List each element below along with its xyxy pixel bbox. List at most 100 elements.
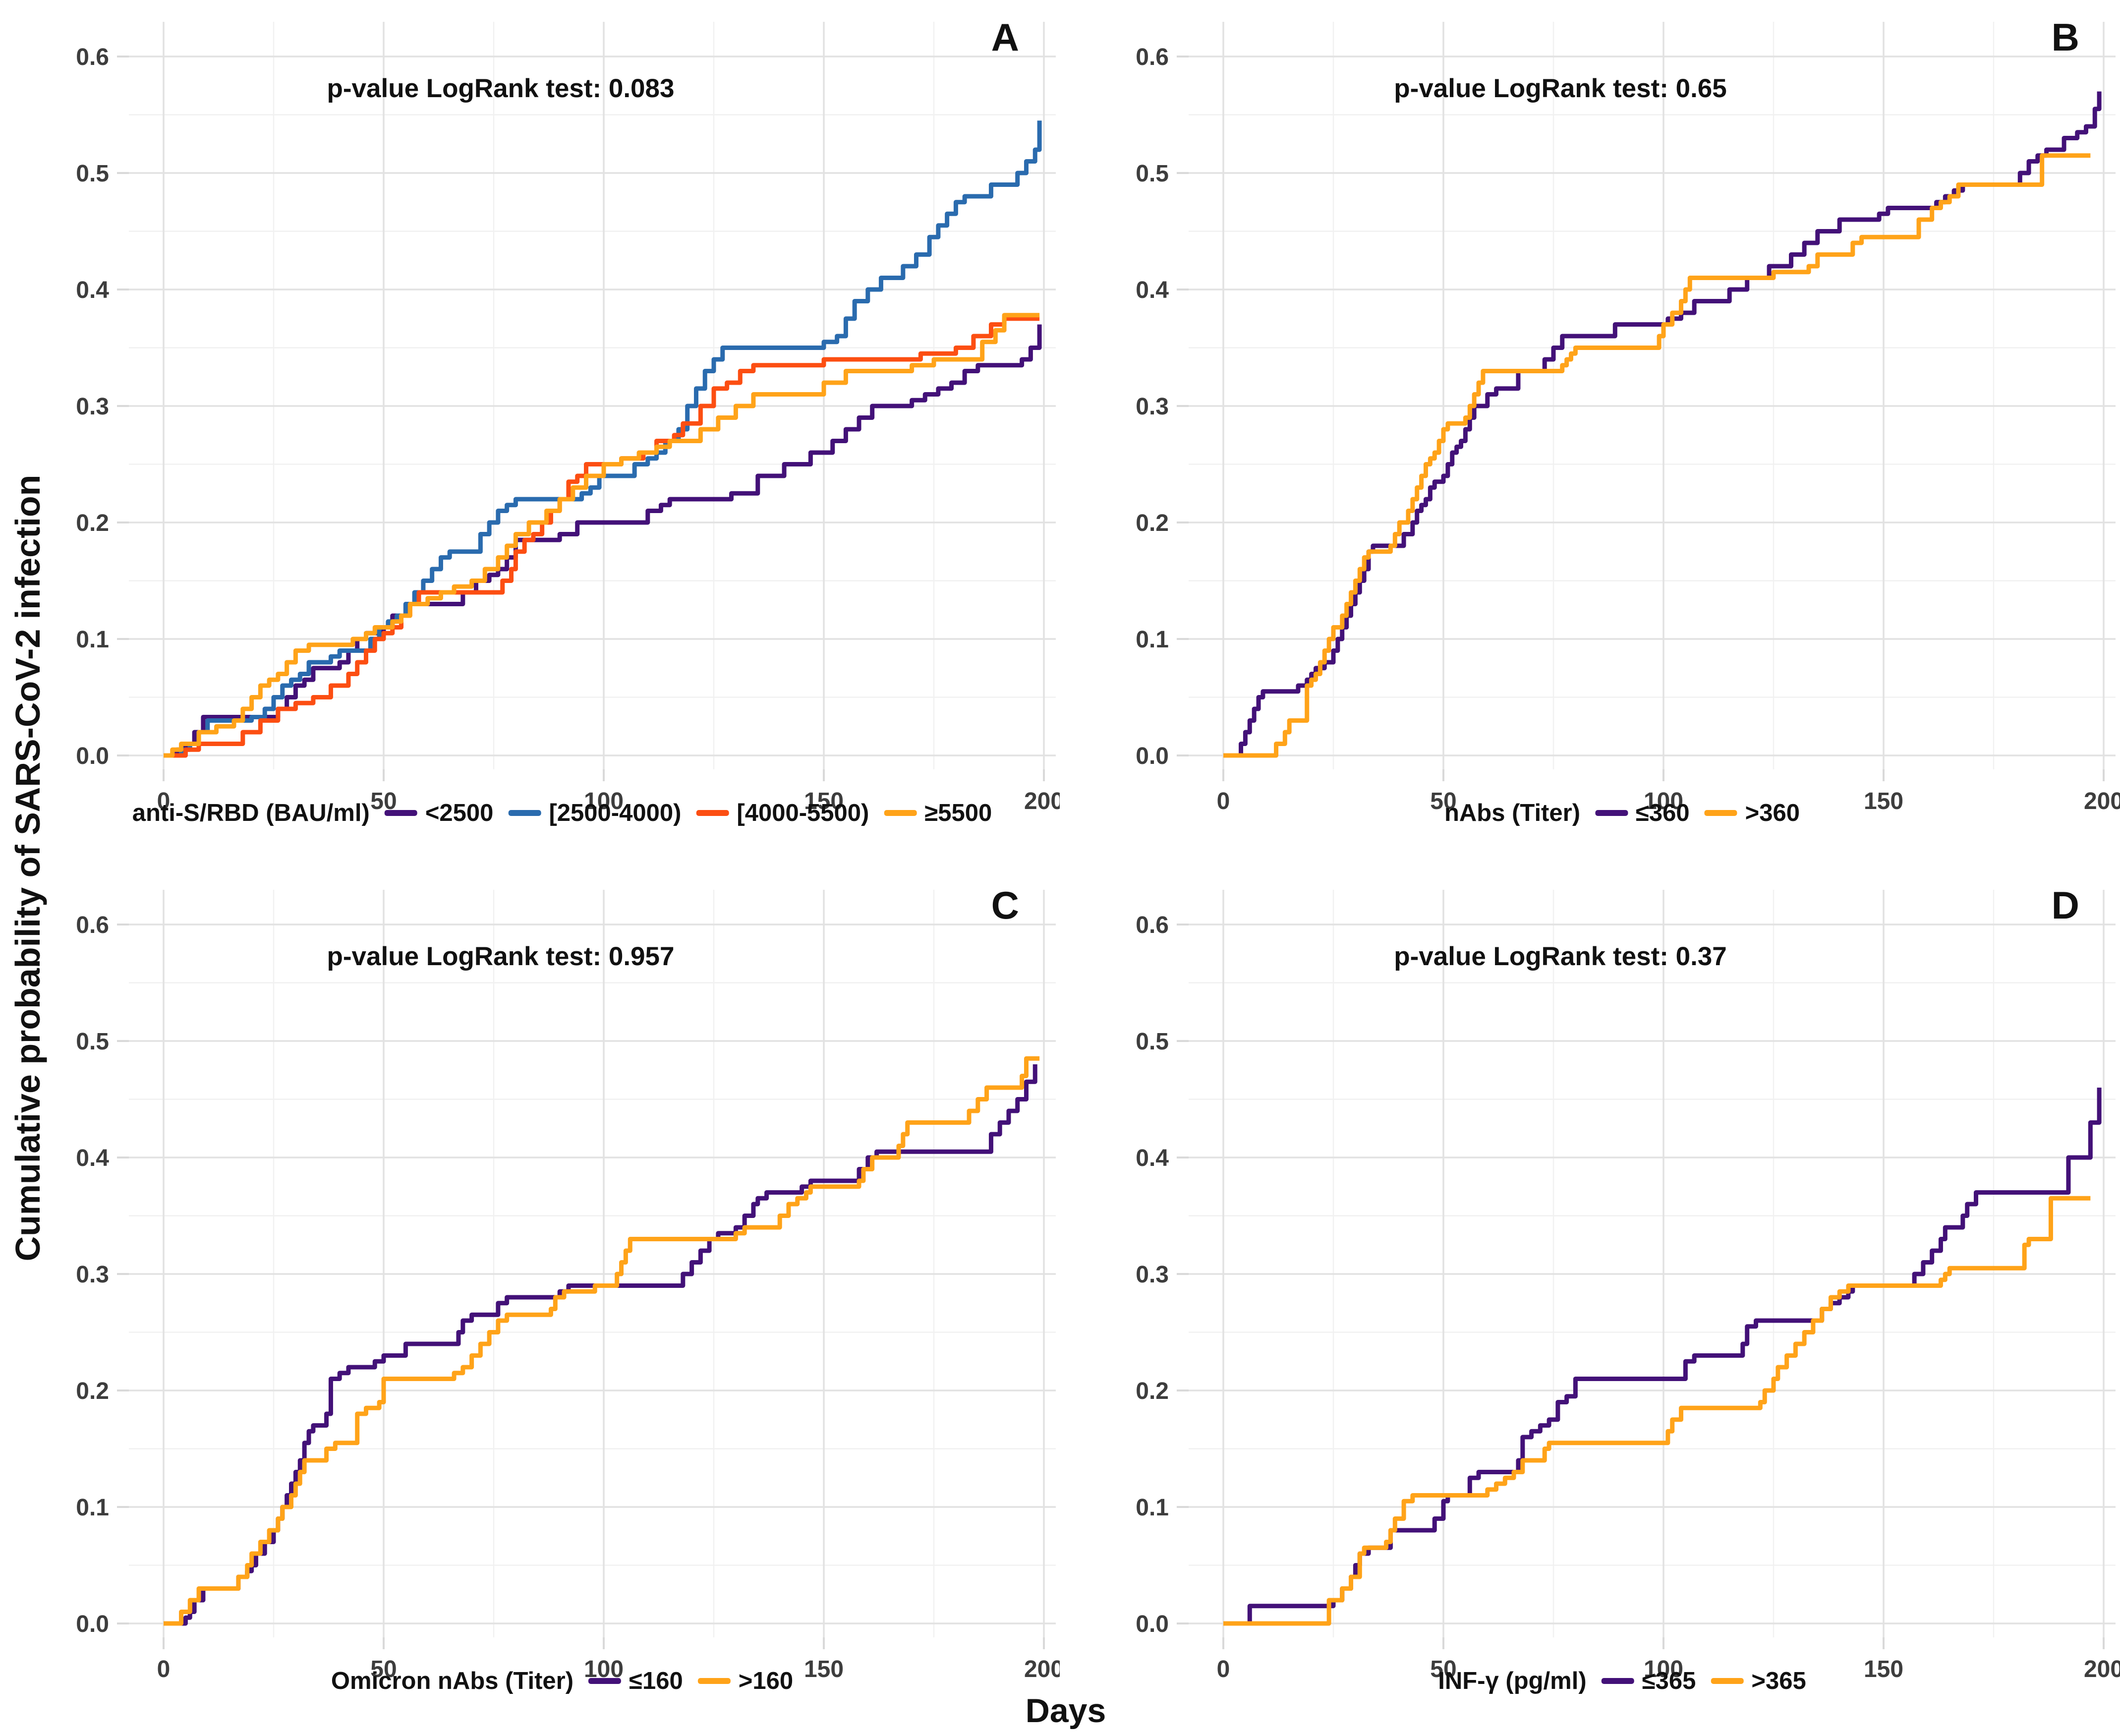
x-tick-label: 100 <box>1644 788 1683 814</box>
x-tick-label: 50 <box>370 1656 397 1682</box>
y-tick-label: 0.1 <box>76 1495 109 1521</box>
legend-swatch-icon <box>1595 810 1628 816</box>
y-tick-label: 0.6 <box>76 912 109 938</box>
legend-swatch-icon <box>1711 1678 1744 1684</box>
legend-item: ≤160 <box>588 1667 683 1695</box>
y-tick-label: 0.1 <box>1136 627 1169 653</box>
y-tick-label: 0.6 <box>76 44 109 70</box>
y-tick-label: 0.2 <box>76 510 109 536</box>
panel-a: 0.0 0.1 0.2 0.3 0.4 0.5 0.6 0 50 100 150 200 p-valu… <box>64 0 1060 868</box>
panel-c-svg: 0.00.10.20.30.40.50.60 50 100 150 200 <box>76 890 1060 1682</box>
panel-a-svg: 0.00.10.20.30.40.50.60 50 100 150 200 <box>76 22 1060 814</box>
y-tick-label: 0.5 <box>76 1029 109 1055</box>
legend-swatch-icon <box>1704 810 1737 816</box>
y-tick-label: 0.3 <box>76 1262 109 1288</box>
y-tick-label: 0.5 <box>1136 1029 1169 1055</box>
panel-d-legend: INF-γ (pg/ml) ≤365 >365 <box>1438 1667 1806 1695</box>
y-tick-label: 0.6 <box>1136 912 1169 938</box>
y-tick-label: 0.0 <box>1136 743 1169 769</box>
y-tick-label: 0.0 <box>76 743 109 769</box>
y-tick-label: 0.2 <box>1136 510 1169 536</box>
panel-a-legend: anti-S/RBD (BAU/ml) <2500 [2500-4000) [400… <box>132 799 992 827</box>
x-tick-label: 200 <box>1024 788 1060 814</box>
series-red <box>164 316 1040 758</box>
series-orange <box>1223 153 2091 758</box>
y-tick-label: 0.6 <box>1136 44 1169 70</box>
panel-b-legend: nAbs (Titer) ≤360 >360 <box>1444 799 1800 827</box>
legend-item: [4000-5500) <box>696 799 869 827</box>
panel-c: 0.0 0.1 0.2 0.3 0.4 0.5 0.6 0 50 100 150 200 p-valu… <box>64 868 1060 1736</box>
y-tick-label: 0.0 <box>1136 1611 1169 1637</box>
legend-item: <2500 <box>384 799 494 827</box>
pvalue-annotation: p-value LogRank test: 0.083 <box>327 74 675 103</box>
legend-title: Omicron nAbs (Titer) <box>331 1668 574 1694</box>
x-tick-label: 100 <box>584 788 624 814</box>
y-tick-label: 0.2 <box>76 1378 109 1404</box>
legend-item: [2500-4000) <box>508 799 681 827</box>
series-purple <box>164 1064 1037 1626</box>
legend-item: >160 <box>697 1667 794 1695</box>
panel-letter: B <box>2051 15 2079 59</box>
legend-label: >365 <box>1751 1668 1806 1694</box>
pvalue-annotation: p-value LogRank test: 0.65 <box>1394 74 1727 103</box>
legend-swatch-icon <box>1601 1678 1634 1684</box>
series-blue <box>164 120 1042 758</box>
legend-label: >160 <box>738 1668 794 1694</box>
panel-letter: A <box>991 15 1019 59</box>
y-tick-label: 0.4 <box>76 1145 109 1171</box>
legend-label: [4000-5500) <box>737 800 869 826</box>
x-tick-label: 200 <box>2084 788 2120 814</box>
legend-label: [2500-4000) <box>549 800 682 826</box>
x-tick-label: 0 <box>157 1656 171 1682</box>
x-tick-label: 50 <box>1430 788 1456 814</box>
y-tick-label: 0.4 <box>1136 277 1169 303</box>
panel-c-legend: Omicron nAbs (Titer) ≤160 >160 <box>331 1667 793 1695</box>
panel-b: 0.0 0.1 0.2 0.3 0.4 0.5 0.6 0 50 100 150 200 p-valu… <box>1124 0 2120 868</box>
y-axis-title: Cumulative probability of SARS-CoV-2 inf… <box>8 474 47 1262</box>
legend-label: >360 <box>1745 800 1800 826</box>
legend-label: ≤360 <box>1636 800 1690 826</box>
legend-label: ≤160 <box>629 1668 683 1694</box>
y-tick-label: 0.0 <box>76 1611 109 1637</box>
legend-item: ≤365 <box>1601 1667 1696 1695</box>
x-tick-label: 200 <box>2084 1656 2120 1682</box>
y-tick-label: 0.3 <box>76 394 109 420</box>
series-purple <box>1223 91 2102 758</box>
x-tick-label: 0 <box>1217 788 1230 814</box>
x-tick-label: 150 <box>1864 788 1903 814</box>
pvalue-annotation: p-value LogRank test: 0.37 <box>1394 942 1727 971</box>
legend-item: ≥5500 <box>884 799 992 827</box>
legend-item: ≤360 <box>1595 799 1690 827</box>
legend-swatch-icon <box>697 1678 731 1684</box>
x-tick-label: 150 <box>1864 1656 1903 1682</box>
x-tick-label: 100 <box>1644 1656 1683 1682</box>
y-tick-label: 0.1 <box>1136 1495 1169 1521</box>
y-tick-label: 0.3 <box>1136 1262 1169 1288</box>
x-tick-label: 0 <box>1217 1656 1230 1682</box>
legend-title: anti-S/RBD (BAU/ml) <box>132 800 370 826</box>
legend-item: >360 <box>1704 799 1800 827</box>
legend-label: <2500 <box>425 800 494 826</box>
x-tick-label: 150 <box>804 1656 844 1682</box>
y-tick-label: 0.2 <box>1136 1378 1169 1404</box>
panel-d: 0.0 0.1 0.2 0.3 0.4 0.5 0.6 0 50 100 150 200 p-valu… <box>1124 868 2120 1736</box>
panel-b-svg: 0.0 0.1 0.2 0.3 0.4 0.5 0.6 0 50 100 150 200 <box>1136 22 2120 814</box>
legend-swatch-icon <box>508 810 541 816</box>
legend-item: >365 <box>1711 1667 1806 1695</box>
legend-swatch-icon <box>696 810 729 816</box>
legend-title: nAbs (Titer) <box>1444 800 1581 826</box>
y-tick-label: 0.4 <box>1136 1145 1169 1171</box>
series-orange <box>1223 1196 2091 1626</box>
x-axis-title: Days <box>1025 1692 1106 1730</box>
legend-swatch-icon <box>384 810 417 816</box>
legend-title: INF-γ (pg/ml) <box>1438 1668 1587 1694</box>
legend-swatch-icon <box>588 1678 622 1684</box>
legend-swatch-icon <box>884 810 917 816</box>
y-tick-label: 0.4 <box>76 277 109 303</box>
panel-letter: C <box>991 883 1019 927</box>
series-purple <box>1223 1088 2102 1626</box>
legend-label: ≥5500 <box>924 800 992 826</box>
x-tick-label: 0 <box>157 788 171 814</box>
x-tick-label: 50 <box>1430 1656 1456 1682</box>
